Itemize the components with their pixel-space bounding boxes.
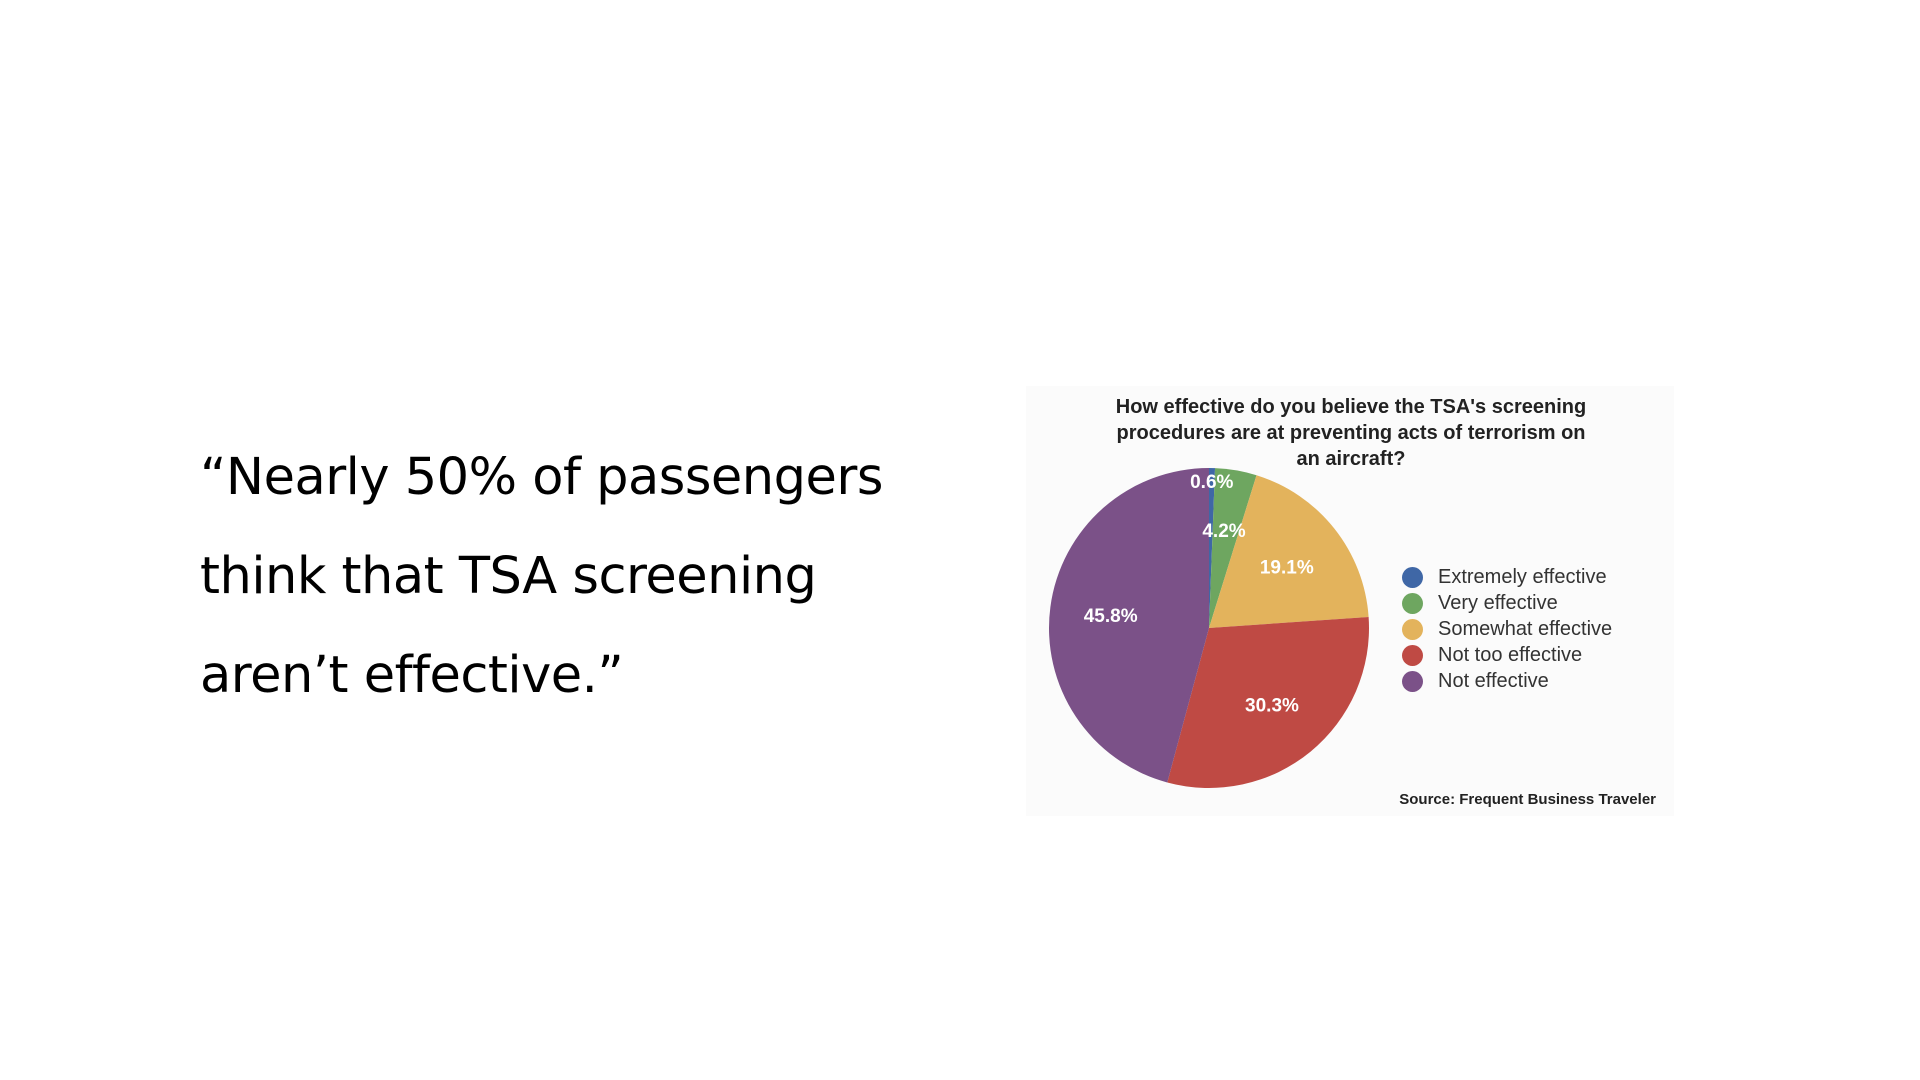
chart-title-line-1: How effective do you believe the TSA's s… <box>1115 396 1587 418</box>
chart-legend: Extremely effective Very effective Somew… <box>1402 564 1612 694</box>
legend-swatch-not-too-effective <box>1402 644 1423 666</box>
quote-line-3: aren’t effective.” <box>200 646 624 705</box>
chart-title-line-3: an aircraft? <box>1296 448 1406 470</box>
pie-chart: 0.6% 4.2% 19.1% 30.3% 45.8% <box>1049 468 1369 788</box>
legend-label-not-effective: Not effective <box>1438 669 1549 692</box>
legend-item-not-too-effective: Not too effective <box>1402 642 1612 668</box>
pie-slice-very-effective <box>1209 468 1257 628</box>
slice-label-not-too-effective: 30.3% <box>1245 696 1299 717</box>
legend-swatch-extremely-effective <box>1402 566 1423 588</box>
chart-title-line-2: procedures are at preventing acts of ter… <box>1116 422 1586 444</box>
slice-label-extremely-effective: 0.6% <box>1190 472 1233 493</box>
slice-label-very-effective: 4.2% <box>1202 521 1245 542</box>
quote-line-1: “Nearly 50% of passengers <box>200 448 883 507</box>
slice-label-not-effective: 45.8% <box>1084 606 1138 627</box>
legend-swatch-somewhat-effective <box>1402 618 1423 640</box>
quote-text: “Nearly 50% of passengers think that TSA… <box>200 428 960 725</box>
pie-slice-not-effective <box>1049 468 1209 783</box>
pie-slice-somewhat-effective <box>1209 475 1369 628</box>
legend-label-not-too-effective: Not too effective <box>1438 643 1583 666</box>
pie-slice-not-too-effective <box>1167 616 1369 788</box>
legend-swatch-not-effective <box>1402 670 1423 692</box>
legend-item-extremely-effective: Extremely effective <box>1402 564 1612 590</box>
legend-label-extremely-effective: Extremely effective <box>1438 565 1607 588</box>
pie-slice-extremely-effective <box>1209 468 1216 628</box>
legend-item-somewhat-effective: Somewhat effective <box>1402 616 1612 642</box>
legend-item-not-effective: Not effective <box>1402 668 1612 694</box>
chart-title: How effective do you believe the TSA's s… <box>1046 394 1656 472</box>
legend-swatch-very-effective <box>1402 592 1423 614</box>
legend-label-somewhat-effective: Somewhat effective <box>1438 617 1613 640</box>
pie-chart-image: How effective do you believe the TSA's s… <box>1026 386 1674 816</box>
legend-item-very-effective: Very effective <box>1402 590 1612 616</box>
chart-source: Source: Frequent Business Traveler <box>1399 791 1656 808</box>
legend-label-very-effective: Very effective <box>1438 591 1558 614</box>
slice-label-somewhat-effective: 19.1% <box>1260 557 1314 578</box>
quote-line-2: think that TSA screening <box>200 547 817 606</box>
